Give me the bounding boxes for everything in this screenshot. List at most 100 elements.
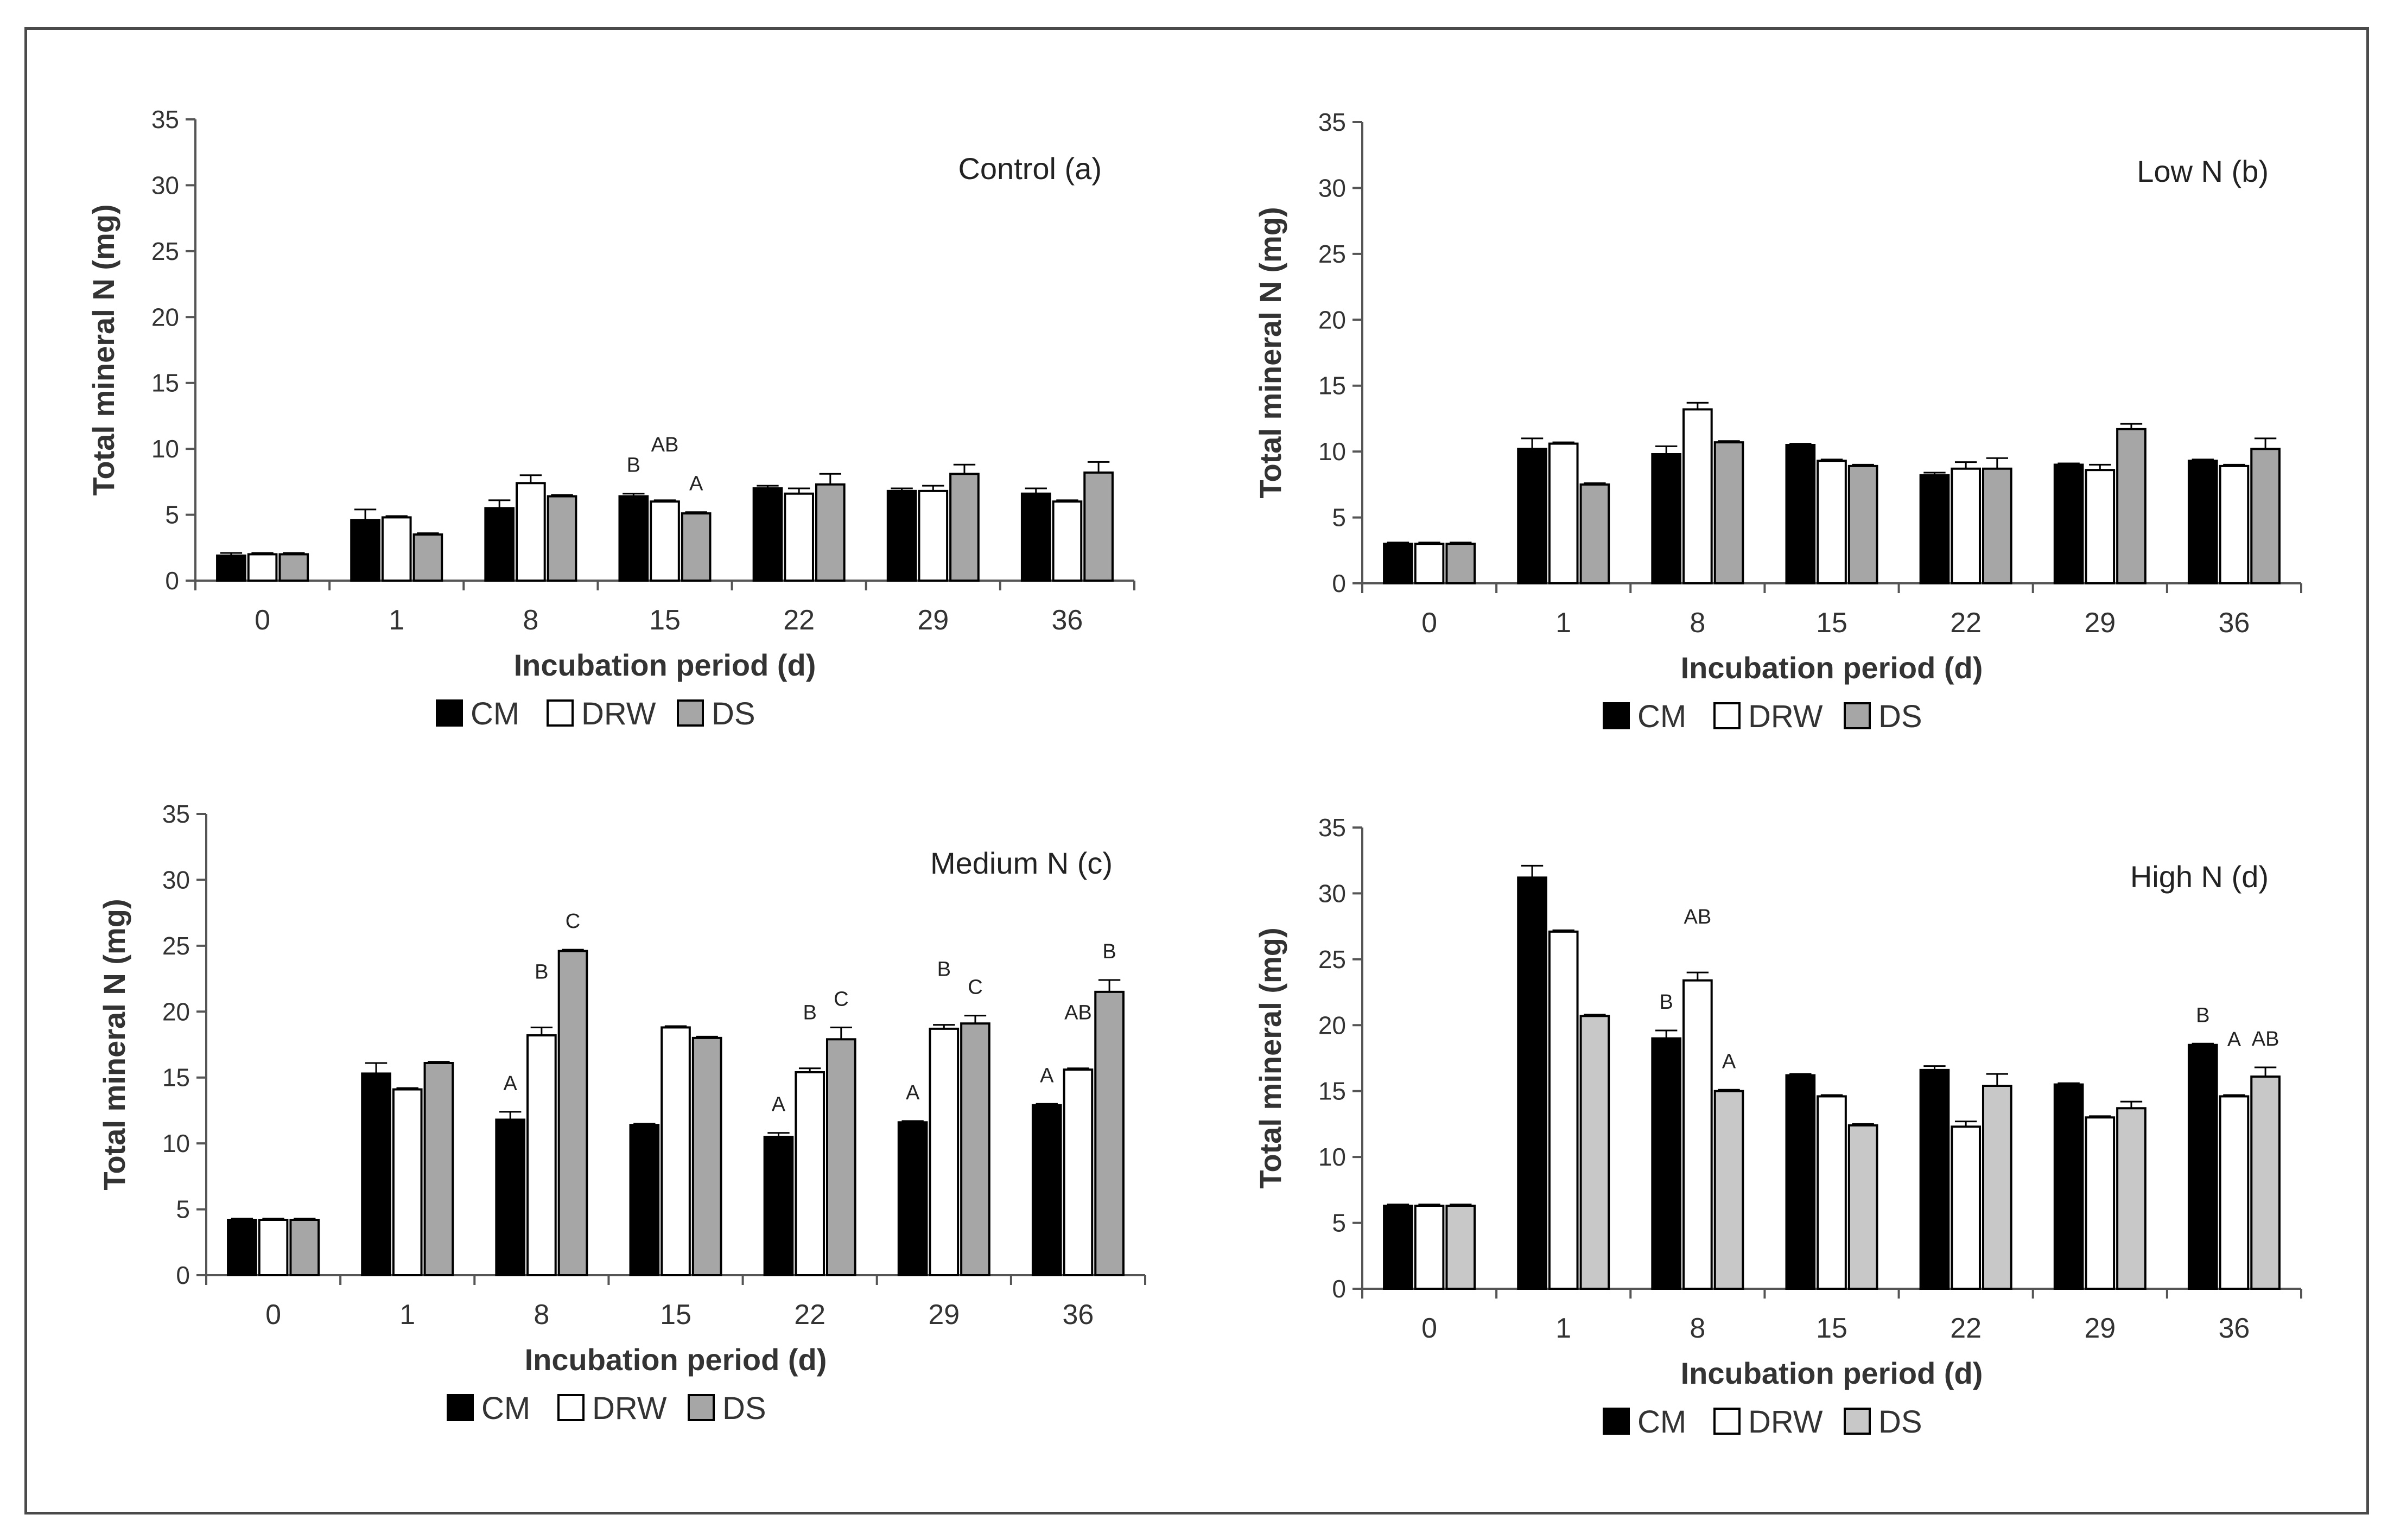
bar-drw-0 (247, 553, 278, 582)
x-tick-label: 1 (399, 1299, 415, 1331)
legend-swatch-drw (547, 699, 574, 727)
bar-ds-15 (1847, 464, 1878, 584)
legend-swatch-cm (447, 1394, 474, 1421)
bar-drw-22 (784, 492, 814, 582)
bar-ds-36 (1094, 990, 1125, 1277)
error-bar-cm-8 (1655, 445, 1678, 454)
bar-drw-22 (1951, 467, 1981, 585)
error-bar-drw-0 (262, 1218, 284, 1220)
bar-drw-36 (2219, 464, 2250, 584)
bar-ds-29 (2116, 1107, 2147, 1290)
y-tick-label: 30 (162, 866, 190, 894)
error-bar-drw-22 (1954, 461, 1977, 469)
error-bar-drw-1 (396, 1087, 418, 1090)
y-tick-label: 35 (1318, 108, 1346, 136)
legend-label-drw: DRW (592, 1391, 667, 1426)
x-tick-label: 29 (2084, 1313, 2116, 1344)
chart-panel-low-n: 0 5 10 15 20 25 30 35 0 1 8 15 22 29 36 Low N (b) Incuba… (1248, 108, 2312, 795)
x-tick-label: 0 (265, 1299, 281, 1331)
error-bar-ds-1 (1584, 1014, 1606, 1016)
error-bar-cm-36 (1036, 1103, 1058, 1105)
bar-drw-1 (1548, 442, 1579, 584)
significance-letter: A (689, 473, 703, 495)
bar-cm-8 (1651, 1037, 1682, 1290)
bar-drw-8 (516, 482, 546, 582)
error-bar-drw-15 (1820, 459, 1843, 461)
error-bar-ds-36 (1098, 979, 1121, 992)
x-tick-label: 36 (1052, 604, 1083, 636)
error-bar-ds-29 (953, 463, 976, 474)
y-tick-label: 15 (151, 369, 179, 397)
error-bar-cm-22 (757, 485, 779, 488)
error-bar-cm-29 (891, 487, 913, 491)
error-bar-cm-1 (1521, 864, 1544, 878)
significance-letter: B (627, 454, 640, 477)
error-bar-cm-22 (1923, 1065, 1946, 1070)
bar-ds-0 (1445, 543, 1476, 585)
bar-cm-29 (886, 489, 917, 582)
y-axis-title: Total mineral (mg) (1253, 927, 1287, 1188)
significance-letter: A (906, 1081, 920, 1104)
y-tick-label: 0 (1332, 1275, 1346, 1303)
bar-cm-15 (629, 1124, 660, 1277)
legend-swatch-ds (1844, 1408, 1871, 1435)
error-bar-ds-8 (1718, 1089, 1740, 1091)
panel-title: High N (d) (2130, 860, 2269, 894)
bar-cm-15 (1785, 1074, 1816, 1290)
y-axis-title: Total mineral N (mg) (97, 899, 131, 1190)
legend: CM DRW DS (436, 696, 755, 731)
error-bar-ds-1 (417, 532, 439, 534)
y-tick-label: 5 (1332, 1209, 1346, 1237)
significance-letter: AB (1064, 1002, 1092, 1024)
error-bar-cm-29 (901, 1120, 924, 1123)
error-bar-cm-15 (623, 493, 645, 497)
bar-drw-15 (1817, 460, 1847, 585)
legend-swatch-drw (1713, 1408, 1741, 1435)
error-bar-drw-29 (2089, 463, 2111, 470)
error-bar-drw-1 (1552, 441, 1574, 444)
bar-cm-8 (484, 507, 515, 582)
error-bar-drw-29 (2089, 1115, 2111, 1118)
bar-drw-29 (2085, 469, 2116, 585)
error-bar-ds-0 (294, 1218, 316, 1220)
error-bar-drw-22 (1954, 1121, 1977, 1127)
y-tick-label: 30 (151, 171, 179, 199)
bar-cm-1 (1517, 448, 1547, 584)
y-axis-title: Total mineral N (mg) (86, 204, 120, 495)
bar-drw-36 (2219, 1095, 2250, 1290)
error-bar-cm-15 (633, 1123, 656, 1125)
error-bar-drw-0 (1418, 542, 1440, 544)
x-tick-label: 1 (1555, 607, 1571, 639)
x-tick-label: 8 (1690, 607, 1705, 639)
x-tick-label: 1 (1555, 1313, 1571, 1344)
error-bar-drw-22 (798, 1067, 821, 1072)
x-tick-label: 15 (1816, 607, 1847, 639)
error-bar-cm-15 (1789, 443, 1812, 445)
legend-label-drw: DRW (1748, 1404, 1823, 1440)
error-bar-cm-29 (2058, 462, 2080, 465)
x-tick-label: 8 (523, 604, 538, 636)
error-bar-ds-15 (1852, 463, 1874, 466)
bar-ds-1 (1579, 1015, 1610, 1290)
x-tick-label: 22 (794, 1299, 825, 1331)
bar-ds-22 (825, 1038, 856, 1276)
legend-swatch-cm (1603, 1408, 1630, 1435)
bar-drw-36 (1052, 500, 1083, 582)
x-tick-label: 0 (255, 604, 270, 636)
bar-ds-15 (691, 1036, 722, 1276)
error-bar-ds-36 (2254, 1066, 2277, 1077)
legend-swatch-ds (1844, 702, 1871, 729)
bar-ds-1 (1579, 483, 1610, 584)
y-tick-label: 0 (1332, 569, 1346, 597)
bar-drw-0 (1414, 1205, 1445, 1290)
y-axis-title: Total mineral N (mg) (1253, 207, 1287, 498)
significance-letter: A (1722, 1050, 1736, 1073)
error-bar-ds-0 (1450, 542, 1472, 544)
legend-label-ds: DS (1878, 1404, 1922, 1440)
y-tick-label: 10 (1318, 1143, 1346, 1171)
bar-drw-15 (1817, 1095, 1847, 1290)
significance-letter: B (2196, 1004, 2209, 1027)
x-tick-label: 1 (389, 604, 404, 636)
legend: CM DRW DS (1603, 1404, 1922, 1440)
y-tick-label: 20 (1318, 306, 1346, 334)
